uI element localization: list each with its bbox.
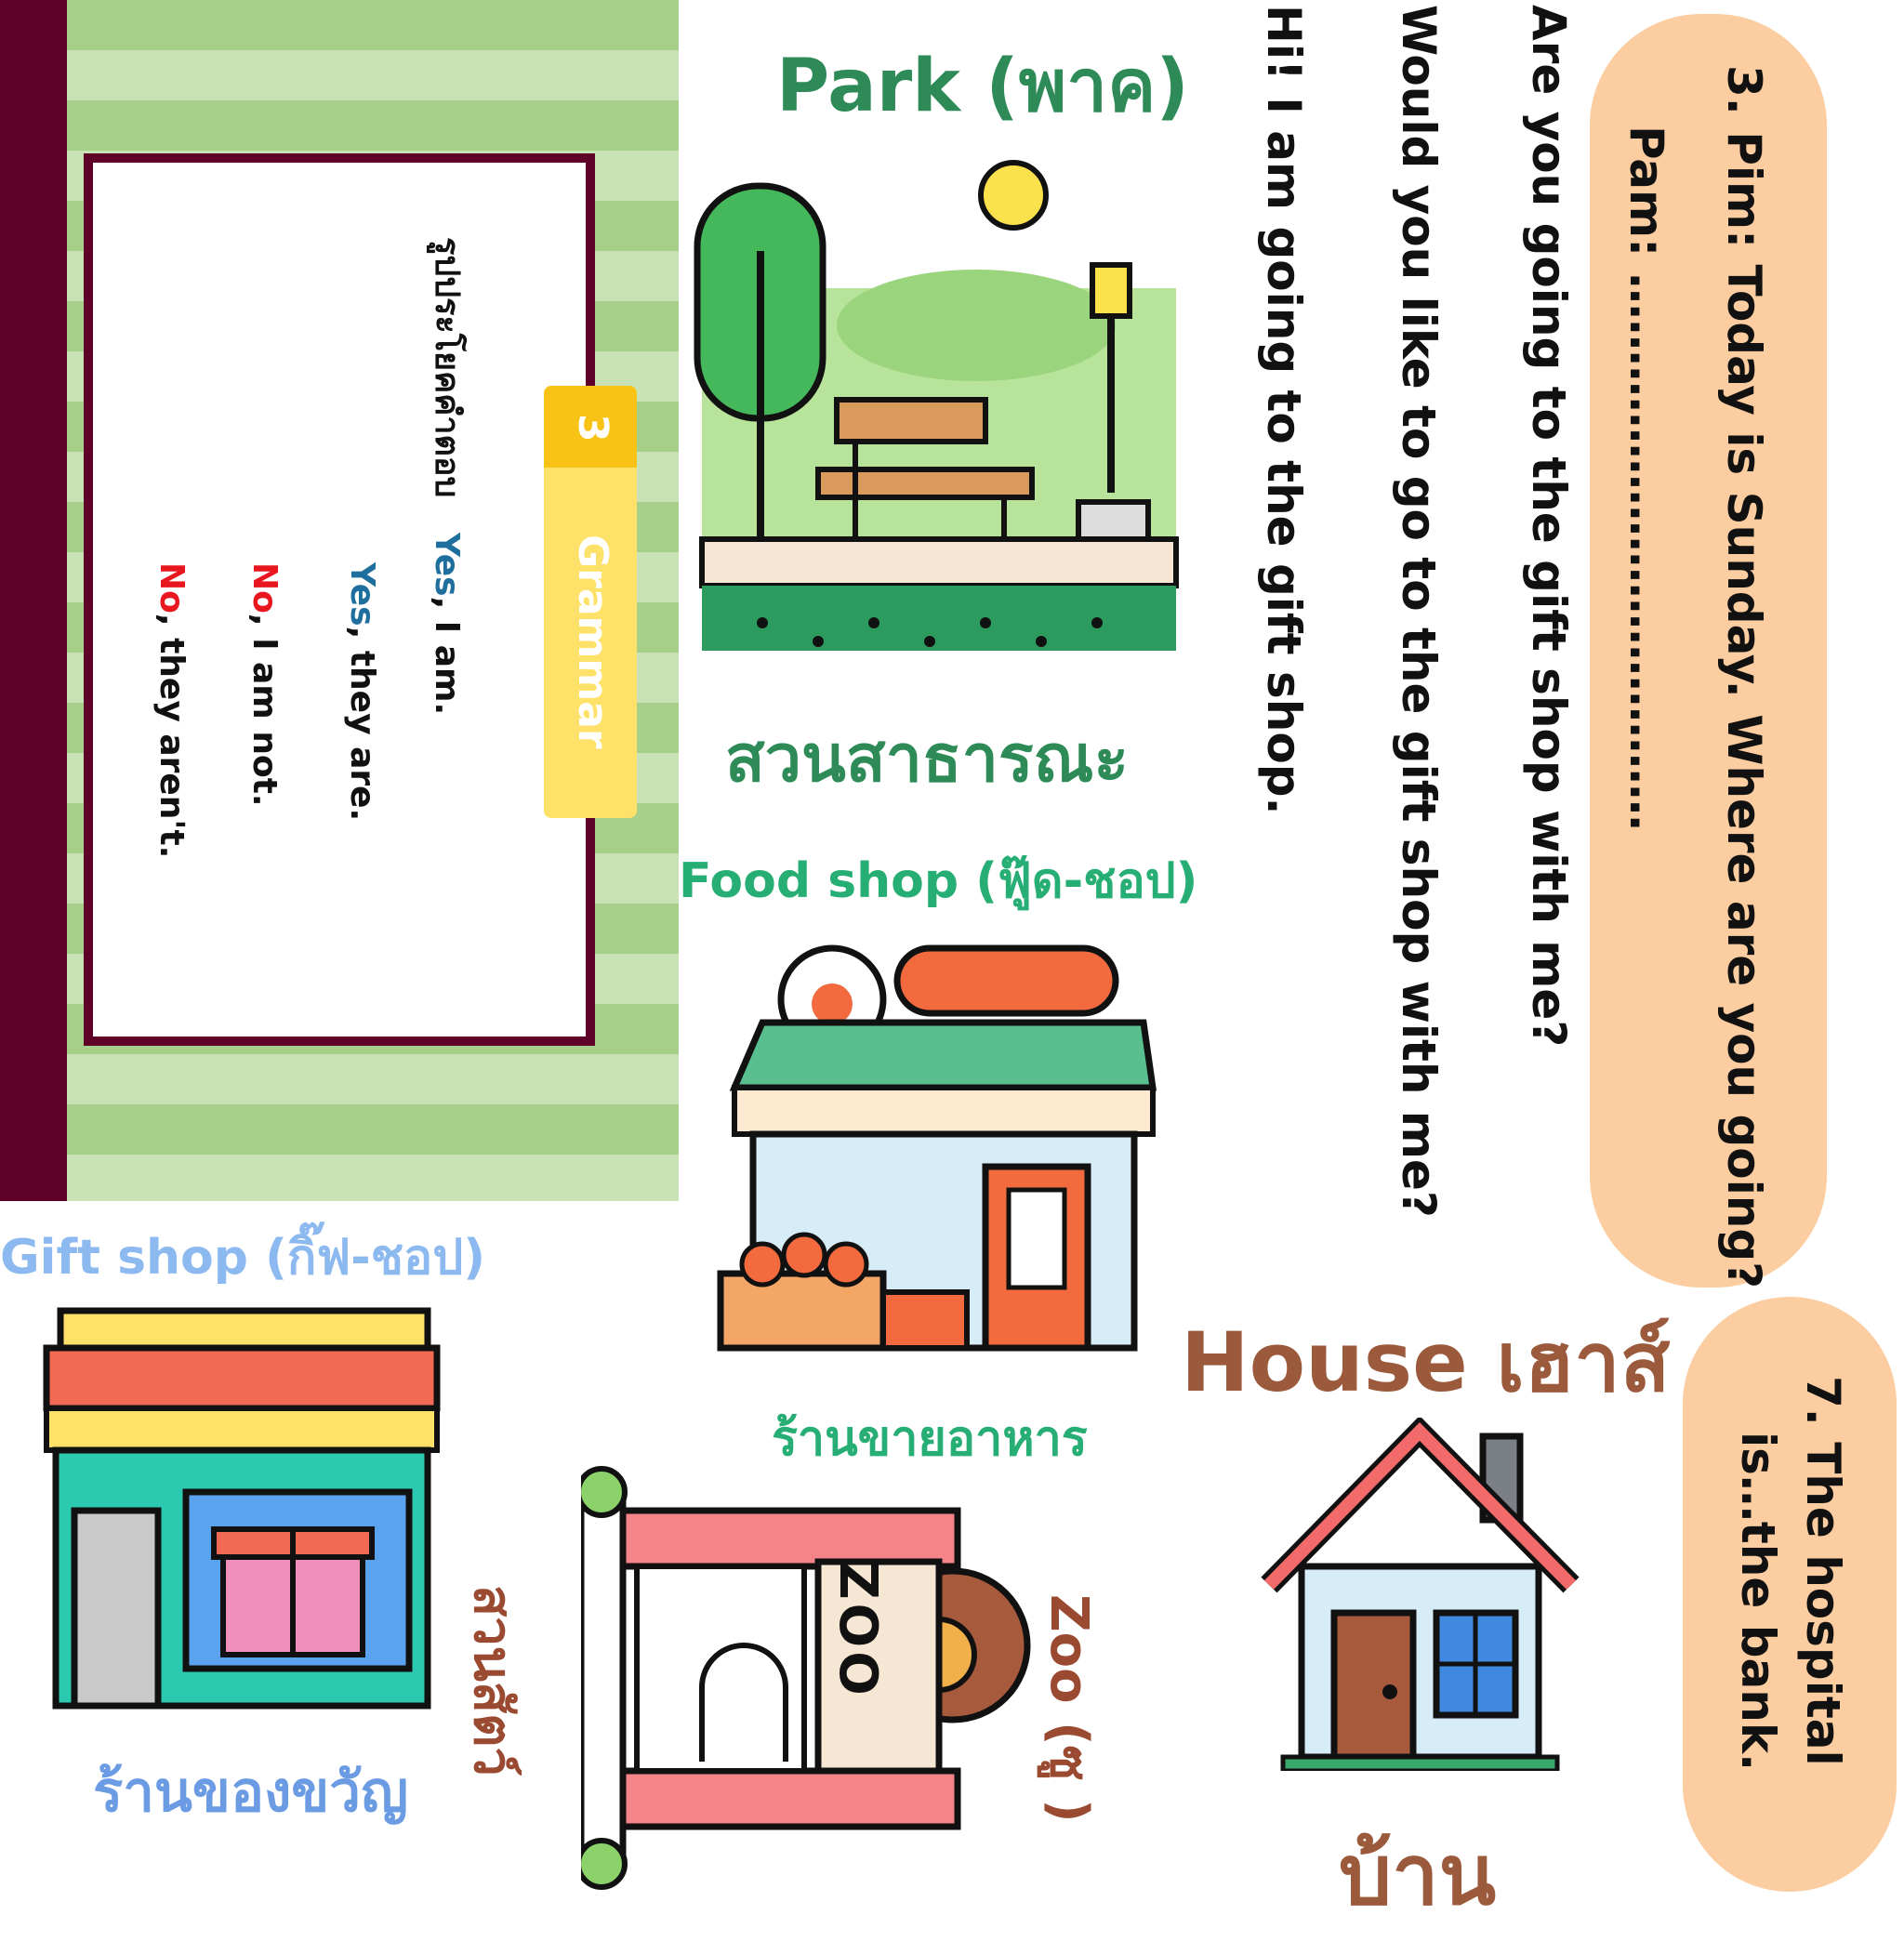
park-thai-label: สวนสาธารณะ	[725, 720, 1130, 797]
answer-3-rest: , I am not.	[245, 613, 284, 807]
grammar-card	[84, 153, 595, 1046]
food-shop-thai-label: ร้านขายอาหาร	[772, 1411, 1088, 1467]
question-7-line-1: 7. The hospital	[1796, 1376, 1850, 1766]
question-3-answer: Pam: ………………………………	[1620, 125, 1673, 831]
zoo-icon	[581, 1466, 1031, 1890]
house-title: House เฮาส์	[1181, 1314, 1671, 1410]
answer-2-rest: , they are.	[343, 626, 381, 822]
answer-3: No, I am not.	[245, 562, 284, 807]
grammar-heading-thai: รูปประโยคคำตอบ	[428, 237, 466, 498]
question-3-text: 3. Pim: Today is Sunday. Where are you g…	[1717, 65, 1771, 1289]
answer-1-rest: , I am.	[428, 596, 466, 716]
zoo-thai-label: สวนสัตว์	[462, 1585, 522, 1776]
house-thai-label: บ้าน	[1339, 1827, 1497, 1924]
house-icon	[1261, 1418, 1580, 1771]
park-title: Park (พาค)	[776, 45, 1189, 128]
question-7-line-2: is…the bank.	[1731, 1432, 1785, 1772]
food-shop-icon	[717, 944, 1157, 1352]
grammar-tab-label: Grammar	[569, 535, 616, 749]
gift-shop-title: Gift shop (กิ๊ฟ-ชอป)	[0, 1230, 486, 1286]
answer-4-word: No	[152, 562, 191, 614]
gift-shop-icon	[43, 1307, 441, 1710]
answer-3-word: No	[245, 562, 284, 614]
answer-2-word: Yes	[343, 562, 381, 627]
answer-4-rest: , they aren't.	[152, 613, 191, 859]
sentence-line-3: Are you going to the gift shop with me?	[1522, 5, 1576, 1048]
question-3-pill	[1590, 14, 1827, 1287]
answer-1-word: Yes	[428, 532, 466, 597]
grammar-heading: รูปประโยคคำตอบ Yes, I am.	[421, 237, 474, 715]
question-7-pill	[1683, 1297, 1897, 1892]
maroon-side-bar	[0, 0, 67, 1201]
sentence-line-2: Would you like to go to the gift shop wi…	[1392, 5, 1446, 1218]
sentence-line-1: Hi! I am going to the gift shop.	[1257, 5, 1311, 815]
food-shop-title: Food shop (ฟู๊ด-ชอป)	[679, 853, 1198, 909]
grammar-tab-number: 3	[569, 414, 616, 442]
gift-shop-thai-label: ร้านของขวัญ	[93, 1760, 409, 1825]
park-icon	[694, 160, 1179, 651]
answer-4: No, they aren't.	[152, 562, 191, 858]
zoo-title: Zoo (ซู )	[1038, 1594, 1099, 1823]
answer-2: Yes, they are.	[343, 562, 381, 821]
zoo-sign-text: ZOO	[827, 1562, 888, 1699]
grammar-tab-number-box	[544, 386, 637, 468]
